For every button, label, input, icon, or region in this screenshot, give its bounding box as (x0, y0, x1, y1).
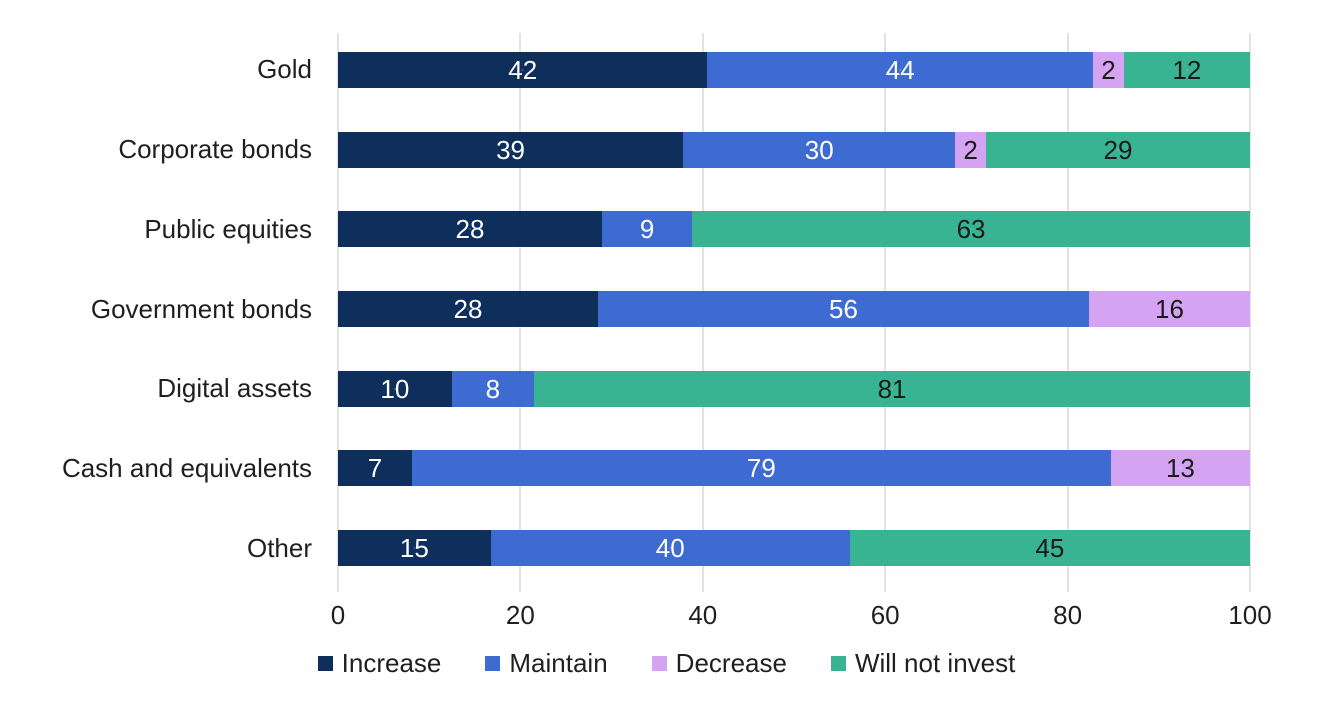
bar-segment-will-not-invest-public-equities: 63 (692, 211, 1250, 248)
category-label-digital-assets: Digital assets (157, 373, 312, 404)
category-label-public-equities: Public equities (144, 213, 312, 244)
legend-label-will-not-invest: Will not invest (854, 648, 1016, 678)
chart-row-gold: Gold 42 44 2 12 (0, 30, 1333, 110)
bar-segment-maintain-other: 40 (490, 530, 850, 567)
legend: Increase Maintain Decrease Will not invest (0, 648, 1333, 679)
bar-value-label: 15 (399, 533, 429, 564)
bar-segment-maintain-cash-and-equivalents: 79 (411, 450, 1111, 487)
chart-row-public-equities: Public equities 28 9 63 (0, 189, 1333, 269)
bar-track-corporate-bonds: 39 30 2 29 (338, 131, 1251, 168)
bar-value-label: 44 (885, 54, 915, 85)
legend-label-increase: Increase (341, 648, 442, 678)
legend-swatch-maintain (485, 656, 501, 671)
bar-value-label: 13 (1165, 453, 1195, 484)
bar-track-government-bonds: 28 56 16 (338, 291, 1250, 328)
x-tick-label-0: 0 (330, 600, 346, 630)
legend-item-decrease: Decrease (651, 648, 787, 679)
bar-segment-maintain-public-equities: 9 (602, 211, 693, 248)
bar-value-label: 39 (496, 134, 526, 165)
bar-value-label: 79 (746, 453, 776, 484)
legend-swatch-increase (317, 656, 333, 671)
category-label-gold: Gold (257, 54, 312, 85)
bar-value-label: 81 (877, 373, 907, 404)
bar-value-label: 63 (956, 214, 986, 245)
legend-swatch-decrease (651, 656, 667, 671)
bar-segment-will-not-invest-corporate-bonds: 29 (985, 131, 1251, 168)
bar-value-label: 8 (485, 373, 501, 404)
bar-value-label: 12 (1172, 54, 1202, 85)
bar-segment-increase-corporate-bonds: 39 (338, 131, 684, 168)
bar-value-label: 28 (455, 214, 485, 245)
bar-segment-decrease-cash-and-equivalents: 13 (1110, 450, 1250, 487)
bar-segment-increase-public-equities: 28 (338, 211, 603, 248)
chart-row-corporate-bonds: Corporate bonds 39 30 2 29 (0, 110, 1333, 190)
bar-segment-decrease-government-bonds: 16 (1089, 291, 1250, 328)
chart-row-other: Other 15 40 45 (0, 508, 1333, 588)
bar-segment-increase-government-bonds: 28 (338, 291, 598, 328)
bar-value-label: 29 (1103, 134, 1133, 165)
legend-item-increase: Increase (317, 648, 442, 679)
bar-value-label: 16 (1155, 294, 1184, 325)
x-tick-label-80: 80 (1053, 600, 1083, 630)
bar-track-gold: 42 44 2 12 (338, 51, 1250, 88)
chart-row-government-bonds: Government bonds 28 56 16 (0, 269, 1333, 349)
bar-track-cash-and-equivalents: 7 79 13 (338, 450, 1250, 487)
bar-value-label: 40 (655, 533, 685, 564)
x-axis: 0 20 40 60 80 100 (331, 588, 1272, 632)
bar-value-label: 9 (639, 214, 655, 245)
legend-label-decrease: Decrease (675, 648, 787, 678)
bar-segment-will-not-invest-gold: 12 (1123, 51, 1250, 88)
bar-track-other: 15 40 45 (338, 530, 1250, 567)
legend-label-maintain: Maintain (509, 648, 608, 678)
bar-value-label: 42 (508, 54, 538, 85)
x-tick-label-100: 100 (1228, 600, 1272, 630)
bar-value-label: 56 (829, 294, 858, 325)
x-tick-label-40: 40 (688, 600, 718, 630)
category-label-government-bonds: Government bonds (90, 293, 312, 324)
x-tick-label-60: 60 (870, 600, 900, 630)
bar-segment-will-not-invest-digital-assets: 81 (534, 370, 1250, 407)
legend-swatch-will-not-invest (830, 656, 846, 671)
chart-row-cash-and-equivalents: Cash and equivalents 7 79 13 (0, 429, 1333, 509)
chart-row-digital-assets: Digital assets 10 8 81 (0, 349, 1333, 429)
category-label-cash-and-equivalents: Cash and equivalents (61, 452, 312, 483)
bar-segment-will-not-invest-other: 45 (849, 530, 1250, 567)
category-label-corporate-bonds: Corporate bonds (118, 134, 312, 165)
legend-item-will-not-invest: Will not invest (830, 648, 1016, 679)
bar-value-label: 2 (1101, 54, 1116, 85)
x-tick-label-20: 20 (505, 600, 535, 630)
bar-segment-maintain-corporate-bonds: 30 (683, 131, 956, 168)
bar-value-label: 7 (367, 453, 383, 484)
plot-area: Gold 42 44 2 12 Corporate bonds 39 30 2 29 Public … (0, 30, 1333, 592)
bar-segment-increase-digital-assets: 10 (338, 370, 452, 407)
bar-segment-increase-cash-and-equivalents: 7 (338, 450, 412, 487)
bar-segment-decrease-gold: 2 (1093, 51, 1124, 88)
legend-item-maintain: Maintain (485, 648, 608, 679)
bar-segment-increase-gold: 42 (338, 51, 708, 88)
bar-track-digital-assets: 10 8 81 (338, 370, 1250, 407)
bar-value-label: 10 (380, 373, 410, 404)
bar-value-label: 28 (453, 294, 483, 325)
bar-value-label: 2 (963, 134, 978, 165)
bar-value-label: 45 (1035, 533, 1065, 564)
bar-track-public-equities: 28 9 63 (338, 211, 1250, 248)
bar-segment-maintain-gold: 44 (707, 51, 1094, 88)
bar-segment-increase-other: 15 (338, 530, 491, 567)
bar-segment-decrease-corporate-bonds: 2 (955, 131, 986, 168)
category-label-other: Other (246, 532, 312, 563)
bar-value-label: 30 (804, 134, 834, 165)
bar-segment-maintain-digital-assets: 8 (451, 370, 535, 407)
bar-segment-maintain-government-bonds: 56 (597, 291, 1090, 328)
bar-rows: Gold 42 44 2 12 Corporate bonds 39 30 2 29 Public … (0, 30, 1333, 588)
